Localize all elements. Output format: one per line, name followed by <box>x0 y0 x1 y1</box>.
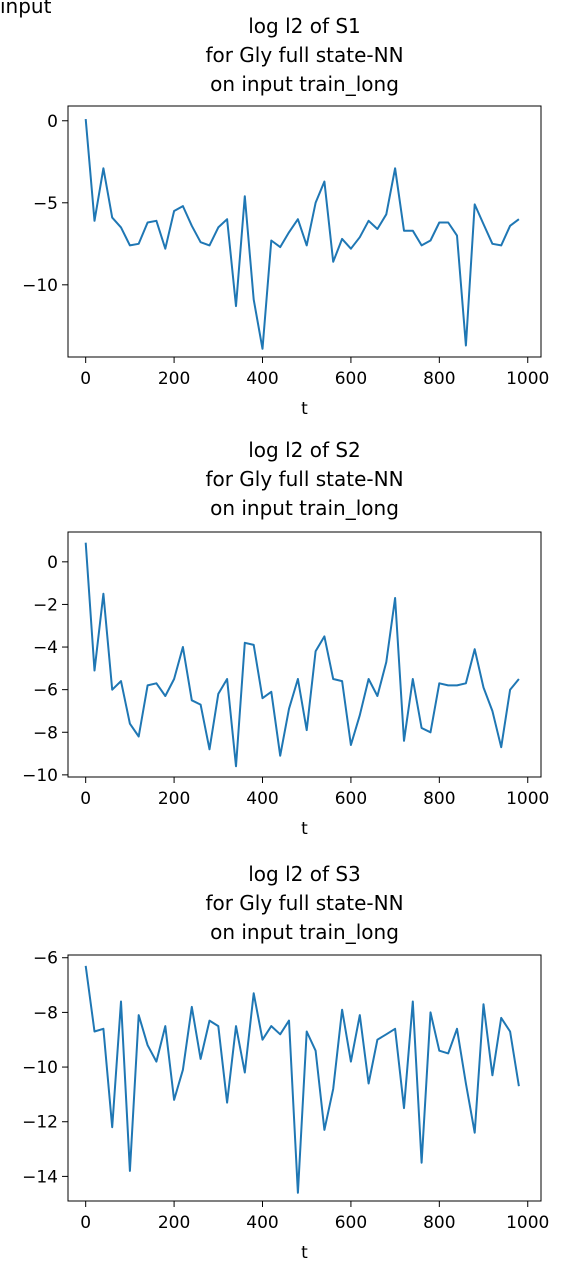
x-tick-label: 1000 <box>506 369 549 389</box>
chart-title: log l2 of S2 for Gly full state-NN on in… <box>68 436 541 523</box>
x-tick-label: 200 <box>158 369 190 389</box>
x-tick-label: 400 <box>246 789 278 809</box>
x-tick-label: 1000 <box>506 1213 549 1233</box>
x-tick-label: 400 <box>246 369 278 389</box>
x-tick-label: 800 <box>423 369 455 389</box>
cropped-header-text: input <box>0 0 52 18</box>
plot-frame <box>67 105 542 358</box>
y-tick-label: −2 <box>33 595 58 615</box>
y-tick-label: 0 <box>47 112 58 132</box>
x-axis-label: t <box>301 399 308 419</box>
x-tick-label: 600 <box>335 369 367 389</box>
x-tick-label: 0 <box>80 369 91 389</box>
y-tick-label: −6 <box>33 949 58 969</box>
chart-title: log l2 of S1 for Gly full state-NN on in… <box>68 12 541 99</box>
x-tick-label: 400 <box>246 1213 278 1233</box>
x-tick-label: 200 <box>158 1213 190 1233</box>
x-tick-label: 1000 <box>506 789 549 809</box>
x-tick-label: 800 <box>423 789 455 809</box>
plot-frame <box>67 531 542 778</box>
x-axis-label: t <box>301 1243 308 1263</box>
series-line <box>84 542 520 768</box>
x-tick-label: 600 <box>335 789 367 809</box>
chart-title: log l2 of S3 for Gly full state-NN on in… <box>68 860 541 947</box>
y-tick-label: −5 <box>33 194 58 214</box>
y-tick-label: −14 <box>22 1167 58 1187</box>
chart-title-line-3: on input train_long <box>210 496 399 520</box>
y-tick-label: −8 <box>33 1003 58 1023</box>
series-line <box>84 119 520 350</box>
y-tick-label: −10 <box>22 276 58 296</box>
chart-title-line-3: on input train_long <box>210 920 399 944</box>
y-tick-label: −8 <box>33 723 58 743</box>
chart-title-line-1: log l2 of S1 <box>248 14 361 38</box>
chart-title-line-1: log l2 of S3 <box>248 862 361 886</box>
chart-title-line-2: for Gly full state-NN <box>205 891 404 915</box>
x-tick-label: 0 <box>80 789 91 809</box>
chart-title-line-3: on input train_long <box>210 72 399 96</box>
x-tick-label: 800 <box>423 1213 455 1233</box>
chart-title-line-2: for Gly full state-NN <box>205 467 404 491</box>
chart-title-line-2: for Gly full state-NN <box>205 43 404 67</box>
x-tick-label: 0 <box>80 1213 91 1233</box>
line-chart: 0 200 400 600 800 1000 0 −5 −10 t <box>22 105 549 419</box>
chart-title-line-1: log l2 of S2 <box>248 438 361 462</box>
y-tick-label: −10 <box>22 1058 58 1078</box>
series-line <box>84 965 520 1194</box>
x-axis-label: t <box>301 819 308 839</box>
y-tick-label: −10 <box>22 766 58 786</box>
line-chart: 0 200 400 600 800 1000 0 −2 −4 −6 −8 −10 t <box>22 531 549 839</box>
line-chart: 0 200 400 600 800 1000 −6 −8 −10 −12 −14 t <box>22 949 549 1263</box>
x-tick-label: 600 <box>335 1213 367 1233</box>
y-tick-label: −12 <box>22 1113 58 1133</box>
y-tick-label: −4 <box>33 638 58 658</box>
x-tick-label: 200 <box>158 789 190 809</box>
plot-frame <box>67 954 542 1202</box>
y-tick-label: 0 <box>47 553 58 573</box>
y-tick-label: −6 <box>33 681 58 701</box>
